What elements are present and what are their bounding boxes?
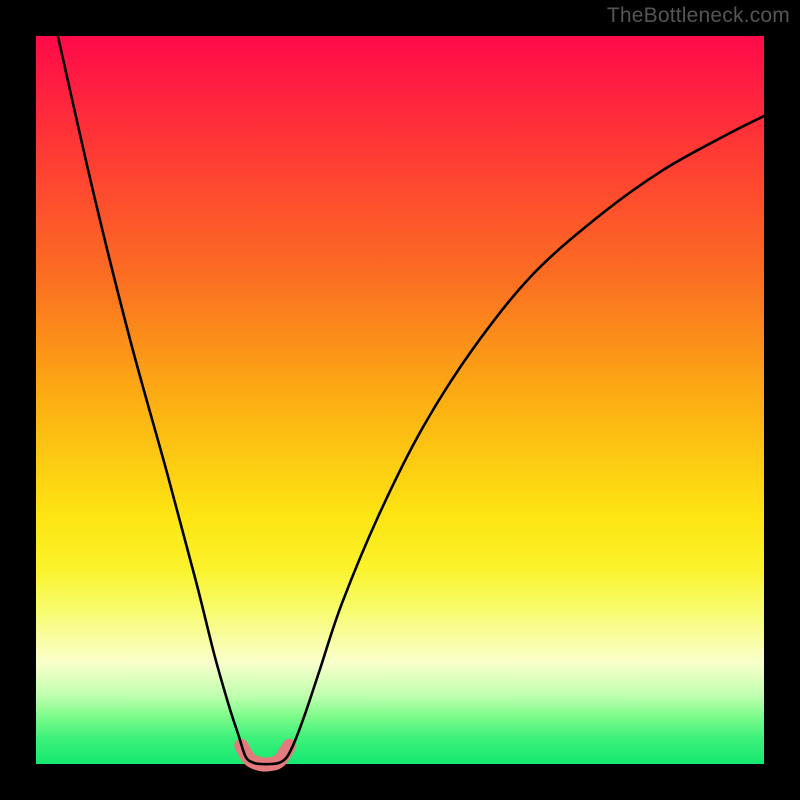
watermark-text: TheBottleneck.com — [607, 4, 790, 28]
stage: TheBottleneck.com — [0, 0, 800, 800]
chart-svg — [0, 0, 800, 800]
plot-background — [36, 36, 764, 764]
